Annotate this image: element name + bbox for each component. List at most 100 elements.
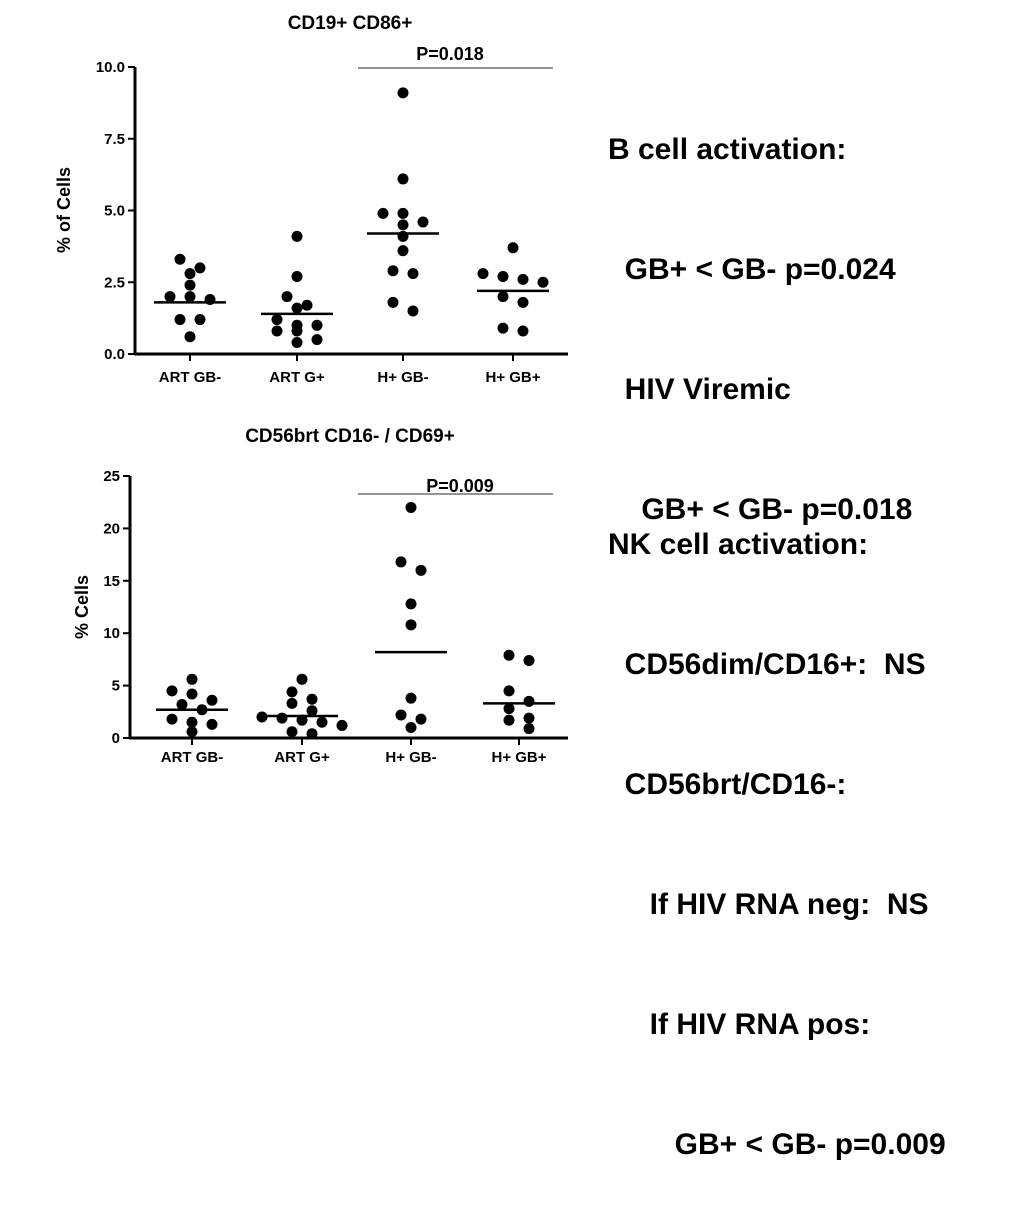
chart2-x-tick-label: ART GB- bbox=[161, 749, 224, 766]
chart1-point-0 bbox=[164, 291, 176, 303]
chart2-point-3 bbox=[523, 695, 535, 707]
chart1-point-0 bbox=[174, 314, 186, 326]
chart2-point-3 bbox=[503, 714, 515, 726]
chart1-point-1 bbox=[271, 325, 283, 337]
chart2-y-tick-label: 5 bbox=[112, 678, 120, 695]
chart2-x-tick-label: H+ GB- bbox=[385, 749, 436, 766]
charts-canvas: CD19+ CD86+ 0.0 2.5 5.0 7.5 10.0 % of Cells ART… bbox=[54, 13, 568, 766]
chart2-y-tick-label: 10 bbox=[103, 625, 120, 642]
chart2-point-0 bbox=[166, 685, 178, 697]
chart1-point-0 bbox=[184, 291, 196, 303]
chart1-point-2 bbox=[407, 305, 419, 317]
chart2-point-1 bbox=[316, 716, 328, 728]
chart1-point-0 bbox=[184, 331, 196, 343]
chart2-point-3 bbox=[523, 723, 535, 735]
chart2-point-3 bbox=[523, 654, 535, 666]
chart2-point-1 bbox=[286, 726, 298, 738]
chart2-point-1 bbox=[296, 714, 308, 726]
chart2-point-0 bbox=[186, 716, 198, 728]
chart2-point-0 bbox=[186, 726, 198, 738]
chart2-p-value-label: P=0.009 bbox=[426, 476, 494, 496]
chart1-point-0 bbox=[194, 262, 206, 274]
chart1-point-3 bbox=[497, 322, 509, 334]
chart1-y-axis-title: % of Cells bbox=[54, 167, 74, 253]
chart2-point-2 bbox=[415, 564, 427, 576]
chart1-y-tick-label: 10.0 bbox=[96, 59, 125, 76]
chart2-y-axis-title: % Cells bbox=[72, 575, 92, 639]
chart1-point-2 bbox=[397, 219, 409, 231]
chart1-point-2 bbox=[397, 207, 409, 219]
chart2-point-1 bbox=[286, 686, 298, 698]
chart2-point-2 bbox=[415, 713, 427, 725]
chart2-point-0 bbox=[166, 713, 178, 725]
chart1-y-tick-label: 7.5 bbox=[104, 131, 125, 148]
chart2-point-0 bbox=[206, 718, 218, 730]
chart1-title: CD19+ CD86+ bbox=[288, 13, 413, 34]
chart1-x-tick-label: ART GB- bbox=[159, 369, 222, 386]
chart1-point-1 bbox=[271, 314, 283, 326]
chart1-point-3 bbox=[517, 273, 529, 285]
chart1-point-2 bbox=[387, 265, 399, 277]
b-cell-activation-notes: B cell activation: GB+ < GB- p=0.024 HIV… bbox=[608, 50, 912, 570]
chart2-point-1 bbox=[306, 693, 318, 705]
b-notes-line-2: GB+ < GB- p=0.024 bbox=[608, 253, 896, 286]
b-notes-line-1: B cell activation: bbox=[608, 133, 847, 166]
nk-notes-line-4: If HIV RNA neg: NS bbox=[608, 888, 929, 921]
chart1-point-2 bbox=[407, 268, 419, 280]
b-notes-line-4: GB+ < GB- p=0.018 bbox=[608, 493, 913, 526]
b-notes-line-3: HIV Viremic bbox=[608, 373, 791, 406]
chart1-point-1 bbox=[311, 334, 323, 346]
nk-notes-line-3: CD56brt/CD16-: bbox=[608, 768, 847, 801]
chart1-point-1 bbox=[291, 302, 303, 314]
chart2-point-1 bbox=[336, 719, 348, 731]
chart2-point-2 bbox=[405, 598, 417, 610]
chart1-point-1 bbox=[301, 299, 313, 311]
chart2-point-1 bbox=[296, 673, 308, 685]
chart1-point-1 bbox=[291, 230, 303, 242]
chart2-point-2 bbox=[395, 556, 407, 568]
chart1-point-1 bbox=[291, 271, 303, 283]
chart1-y-tick-label: 0.0 bbox=[104, 346, 125, 363]
chart1-point-2 bbox=[387, 296, 399, 308]
chart1-point-2 bbox=[397, 173, 409, 185]
chart1-point-3 bbox=[517, 325, 529, 337]
nk-notes-line-5: If HIV RNA pos: bbox=[608, 1008, 871, 1041]
nk-notes-line-1: NK cell activation: bbox=[608, 528, 869, 561]
nk-cell-activation-notes: NK cell activation: CD56dim/CD16+: NS CD… bbox=[608, 445, 946, 1205]
chart1-y-tick-label: 5.0 bbox=[104, 203, 125, 220]
chart1-point-0 bbox=[194, 314, 206, 326]
chart2-point-3 bbox=[503, 649, 515, 661]
chart2-point-1 bbox=[306, 728, 318, 740]
chart1-p-value-label: P=0.018 bbox=[416, 44, 484, 64]
chart2-point-3 bbox=[503, 703, 515, 715]
chart2-y-tick-label: 25 bbox=[103, 468, 120, 485]
chart1-point-2 bbox=[397, 87, 409, 99]
chart1-point-1 bbox=[281, 291, 293, 303]
chart2-title: CD56brt CD16- / CD69+ bbox=[245, 426, 455, 447]
nk-notes-line-2: CD56dim/CD16+: NS bbox=[608, 648, 926, 681]
chart2-point-1 bbox=[286, 697, 298, 709]
chart1-point-0 bbox=[174, 253, 186, 265]
chart1-x-tick-label: H+ GB- bbox=[377, 369, 428, 386]
chart1-point-3 bbox=[537, 276, 549, 288]
chart2-point-0 bbox=[176, 698, 188, 710]
chart2-point-0 bbox=[206, 694, 218, 706]
chart1-point-3 bbox=[497, 271, 509, 283]
chart1-point-2 bbox=[377, 207, 389, 219]
chart1-point-3 bbox=[497, 291, 509, 303]
chart2-x-tick-label: H+ GB+ bbox=[491, 749, 546, 766]
chart1-point-3 bbox=[477, 268, 489, 280]
chart2-point-0 bbox=[186, 673, 198, 685]
chart2-point-2 bbox=[405, 501, 417, 513]
chart2-y-tick-label: 0 bbox=[112, 730, 120, 747]
chart2-point-3 bbox=[503, 685, 515, 697]
chart2-y-tick-label: 15 bbox=[103, 573, 120, 590]
chart1-point-2 bbox=[397, 245, 409, 257]
chart2-point-2 bbox=[405, 619, 417, 631]
chart1-point-1 bbox=[291, 337, 303, 349]
chart1-point-1 bbox=[291, 325, 303, 337]
chart2-point-2 bbox=[405, 692, 417, 704]
chart1-x-tick-label: ART G+ bbox=[269, 369, 325, 386]
chart2-point-0 bbox=[186, 688, 198, 700]
chart2-x-tick-label: ART G+ bbox=[274, 749, 330, 766]
